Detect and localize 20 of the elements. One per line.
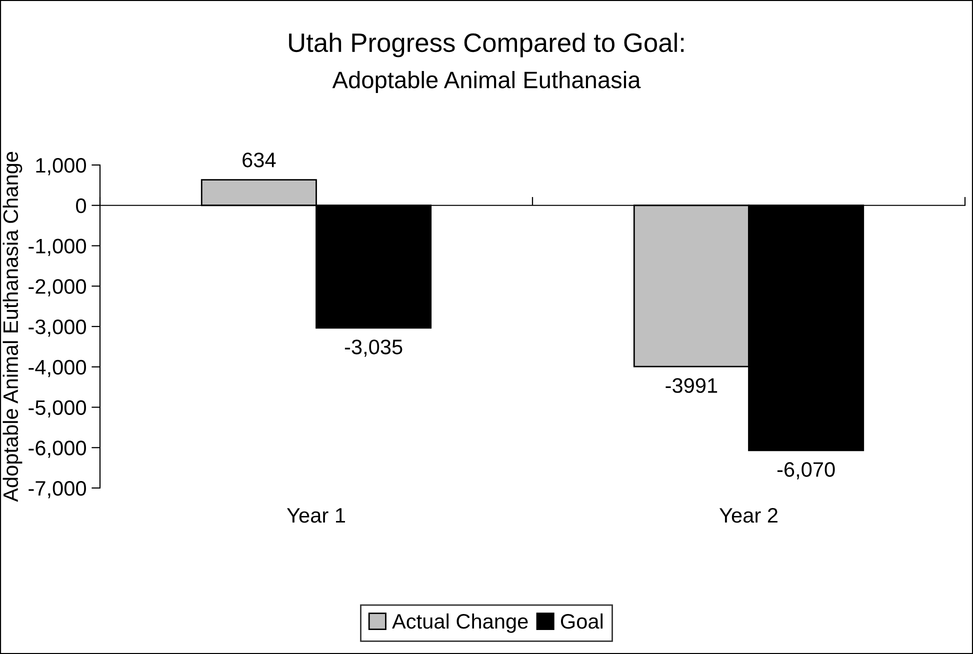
x-tick-label: Year 2: [719, 508, 778, 523]
y-tick-label: -3,000: [28, 320, 86, 337]
x-tick-label: Year 1: [286, 508, 345, 523]
y-tick-label: -4,000: [28, 360, 86, 378]
chart-title: Utah Progress Compared to Goal:: [289, 32, 684, 58]
y-axis-title: Adoptable Animal Euthanasia Change: [2, 152, 22, 502]
data-label: -3,035: [344, 340, 402, 357]
y-tick-label: -2,000: [28, 279, 86, 296]
y-tick-label: 1,000: [36, 158, 86, 176]
legend-label: Goal: [560, 613, 603, 629]
y-tick-label: -1,000: [28, 238, 86, 256]
data-label: 634: [242, 152, 276, 168]
chart-subtitle: Adoptable Animal Euthanasia: [332, 70, 641, 94]
data-label: -6,070: [777, 462, 835, 480]
data-label: -3991: [666, 378, 718, 393]
y-tick-label: 0: [76, 198, 86, 214]
y-tick-label: -7,000: [28, 481, 86, 498]
y-tick-label: -6,000: [28, 440, 86, 458]
legend-label: Actual Change: [392, 613, 528, 633]
y-tick-label: -5,000: [28, 400, 86, 418]
